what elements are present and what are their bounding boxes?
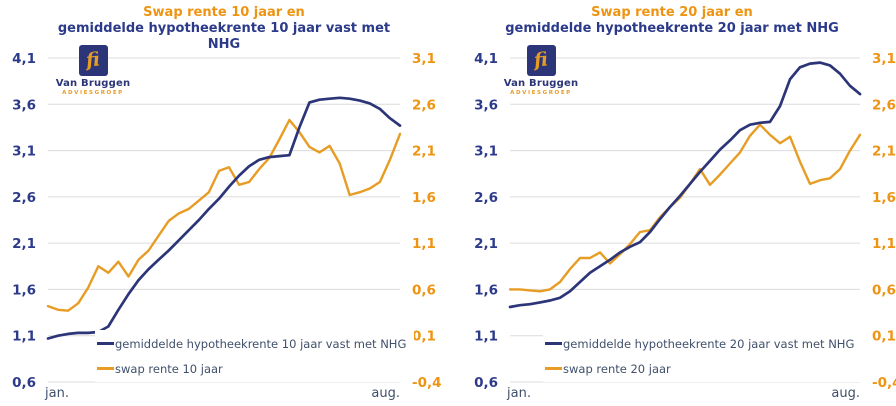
x-axis-label-start: jan. bbox=[45, 386, 69, 401]
legend: gemiddelde hypotheekrente 10 jaar vast m… bbox=[95, 330, 415, 382]
left-axis-tick-label: 0,6 bbox=[474, 375, 498, 391]
right-axis-tick-label: 2,1 bbox=[412, 144, 436, 160]
van-bruggen-logo-icon: fi bbox=[78, 45, 108, 76]
legend-label: gemiddelde hypotheekrente 10 jaar vast m… bbox=[115, 336, 407, 351]
legend-item: gemiddelde hypotheekrente 20 jaar vast m… bbox=[545, 331, 854, 356]
legend-line-swatch-hypotheekrente bbox=[97, 342, 114, 345]
right-axis-tick-label: 3,1 bbox=[872, 51, 896, 67]
logo-subtitle: ADVIESGROEP bbox=[510, 90, 572, 96]
legend-item: gemiddelde hypotheekrente 10 jaar vast m… bbox=[97, 331, 406, 356]
left-axis-tick-label: 3,6 bbox=[12, 97, 36, 113]
chart-panel-10-jaar: 4,1 3,1 3,6 2,6 3,1 2,1 2,6 1,6 2,1 1,1 1,6 0,6 1,1 0… bbox=[12, 5, 442, 401]
van-bruggen-logo-icon: fi bbox=[526, 45, 556, 76]
left-axis-tick-label: 1,1 bbox=[12, 329, 36, 345]
left-axis-tick-label: 2,1 bbox=[474, 236, 498, 252]
series-line-swap bbox=[508, 123, 862, 293]
van-bruggen-logo: fi Van Bruggen ADVIESGROEP bbox=[56, 45, 130, 96]
line-chart-20-jaar: 4,1 3,1 3,6 2,6 3,1 2,1 2,6 1,6 2,1 1,1 1,6 0,6 1,1 0… bbox=[474, 51, 896, 391]
logo-subtitle: ADVIESGROEP bbox=[62, 90, 124, 96]
right-axis-tick-label: 3,1 bbox=[412, 51, 436, 67]
right-axis-tick-label: 1,6 bbox=[412, 190, 436, 206]
series-line-hypotheekrente bbox=[46, 96, 402, 340]
legend-label: gemiddelde hypotheekrente 20 jaar vast m… bbox=[563, 336, 855, 351]
legend-line-swatch-swap bbox=[545, 367, 562, 370]
legend: gemiddelde hypotheekrente 20 jaar vast m… bbox=[543, 330, 863, 382]
right-axis-tick-label: 0,6 bbox=[412, 282, 436, 298]
right-axis-tick-label: 0,1 bbox=[412, 329, 436, 345]
chart-panel-20-jaar: 4,1 3,1 3,6 2,6 3,1 2,1 2,6 1,6 2,1 1,1 1,6 0,6 1,1 0… bbox=[448, 0, 896, 406]
right-axis-tick-label: -0,4 bbox=[872, 375, 896, 391]
left-axis-tick-label: 1,1 bbox=[474, 329, 498, 345]
x-axis-label-end: aug. bbox=[371, 386, 400, 401]
left-axis-tick-label: 2,6 bbox=[12, 190, 36, 206]
logo-monogram: fi bbox=[84, 48, 101, 72]
right-axis-tick-label: 1,6 bbox=[872, 190, 896, 206]
left-axis-tick-label: 4,1 bbox=[474, 51, 498, 67]
right-axis-tick-label: -0,4 bbox=[412, 375, 442, 391]
chart-title-navy-line: gemiddelde hypotheekrente 10 jaar vast m… bbox=[57, 21, 391, 52]
left-axis-tick-label: 4,1 bbox=[12, 51, 36, 67]
right-axis-tick-label: 2,1 bbox=[872, 144, 896, 160]
chart-title: Swap rente 10 jaar en gemiddelde hypothe… bbox=[41, 5, 407, 53]
series-line-hypotheekrente bbox=[508, 61, 862, 309]
logo-name: Van Bruggen bbox=[503, 78, 579, 89]
left-axis-tick-label: 3,1 bbox=[474, 144, 498, 160]
legend-line-swatch-hypotheekrente bbox=[545, 342, 562, 345]
legend-item: swap rente 20 jaar bbox=[545, 356, 854, 381]
left-axis-tick-label: 3,6 bbox=[474, 97, 498, 113]
left-axis-tick-label: 1,6 bbox=[474, 282, 498, 298]
left-axis-tick-label: 0,6 bbox=[12, 375, 36, 391]
van-bruggen-logo: fi Van Bruggen ADVIESGROEP bbox=[504, 45, 578, 96]
right-axis-tick-label: 1,1 bbox=[872, 236, 896, 252]
right-axis-tick-label: 1,1 bbox=[412, 236, 436, 252]
chart-title: Swap rente 20 jaar en gemiddelde hypothe… bbox=[489, 5, 855, 37]
left-axis-tick-label: 1,6 bbox=[12, 282, 36, 298]
logo-monogram: fi bbox=[532, 48, 549, 72]
chart-title-orange-line: Swap rente 20 jaar en bbox=[591, 5, 753, 20]
left-axis-tick-label: 2,6 bbox=[474, 190, 498, 206]
legend-label: swap rente 20 jaar bbox=[563, 361, 671, 376]
x-axis-label-end: aug. bbox=[831, 386, 860, 401]
legend-line-swatch-swap bbox=[97, 367, 114, 370]
right-axis-tick-label: 0,1 bbox=[872, 329, 896, 345]
legend-label: swap rente 10 jaar bbox=[115, 361, 223, 376]
chart-title-navy-line: gemiddelde hypotheekrente 20 jaar met NH… bbox=[505, 21, 839, 36]
left-axis-tick-label: 3,1 bbox=[12, 144, 36, 160]
legend-item: swap rente 10 jaar bbox=[97, 356, 406, 381]
x-axis-label-start: jan. bbox=[507, 386, 531, 401]
series-line-swap bbox=[46, 118, 402, 312]
chart-title-orange-line: Swap rente 10 jaar en bbox=[143, 5, 305, 20]
line-chart-10-jaar: 4,1 3,1 3,6 2,6 3,1 2,1 2,6 1,6 2,1 1,1 1,6 0,6 1,1 0… bbox=[12, 51, 442, 391]
logo-name: Van Bruggen bbox=[55, 78, 131, 89]
right-axis-tick-label: 2,6 bbox=[872, 97, 896, 113]
right-axis-tick-label: 2,6 bbox=[412, 97, 436, 113]
left-axis-tick-label: 2,1 bbox=[12, 236, 36, 252]
right-axis-tick-label: 0,6 bbox=[872, 282, 896, 298]
